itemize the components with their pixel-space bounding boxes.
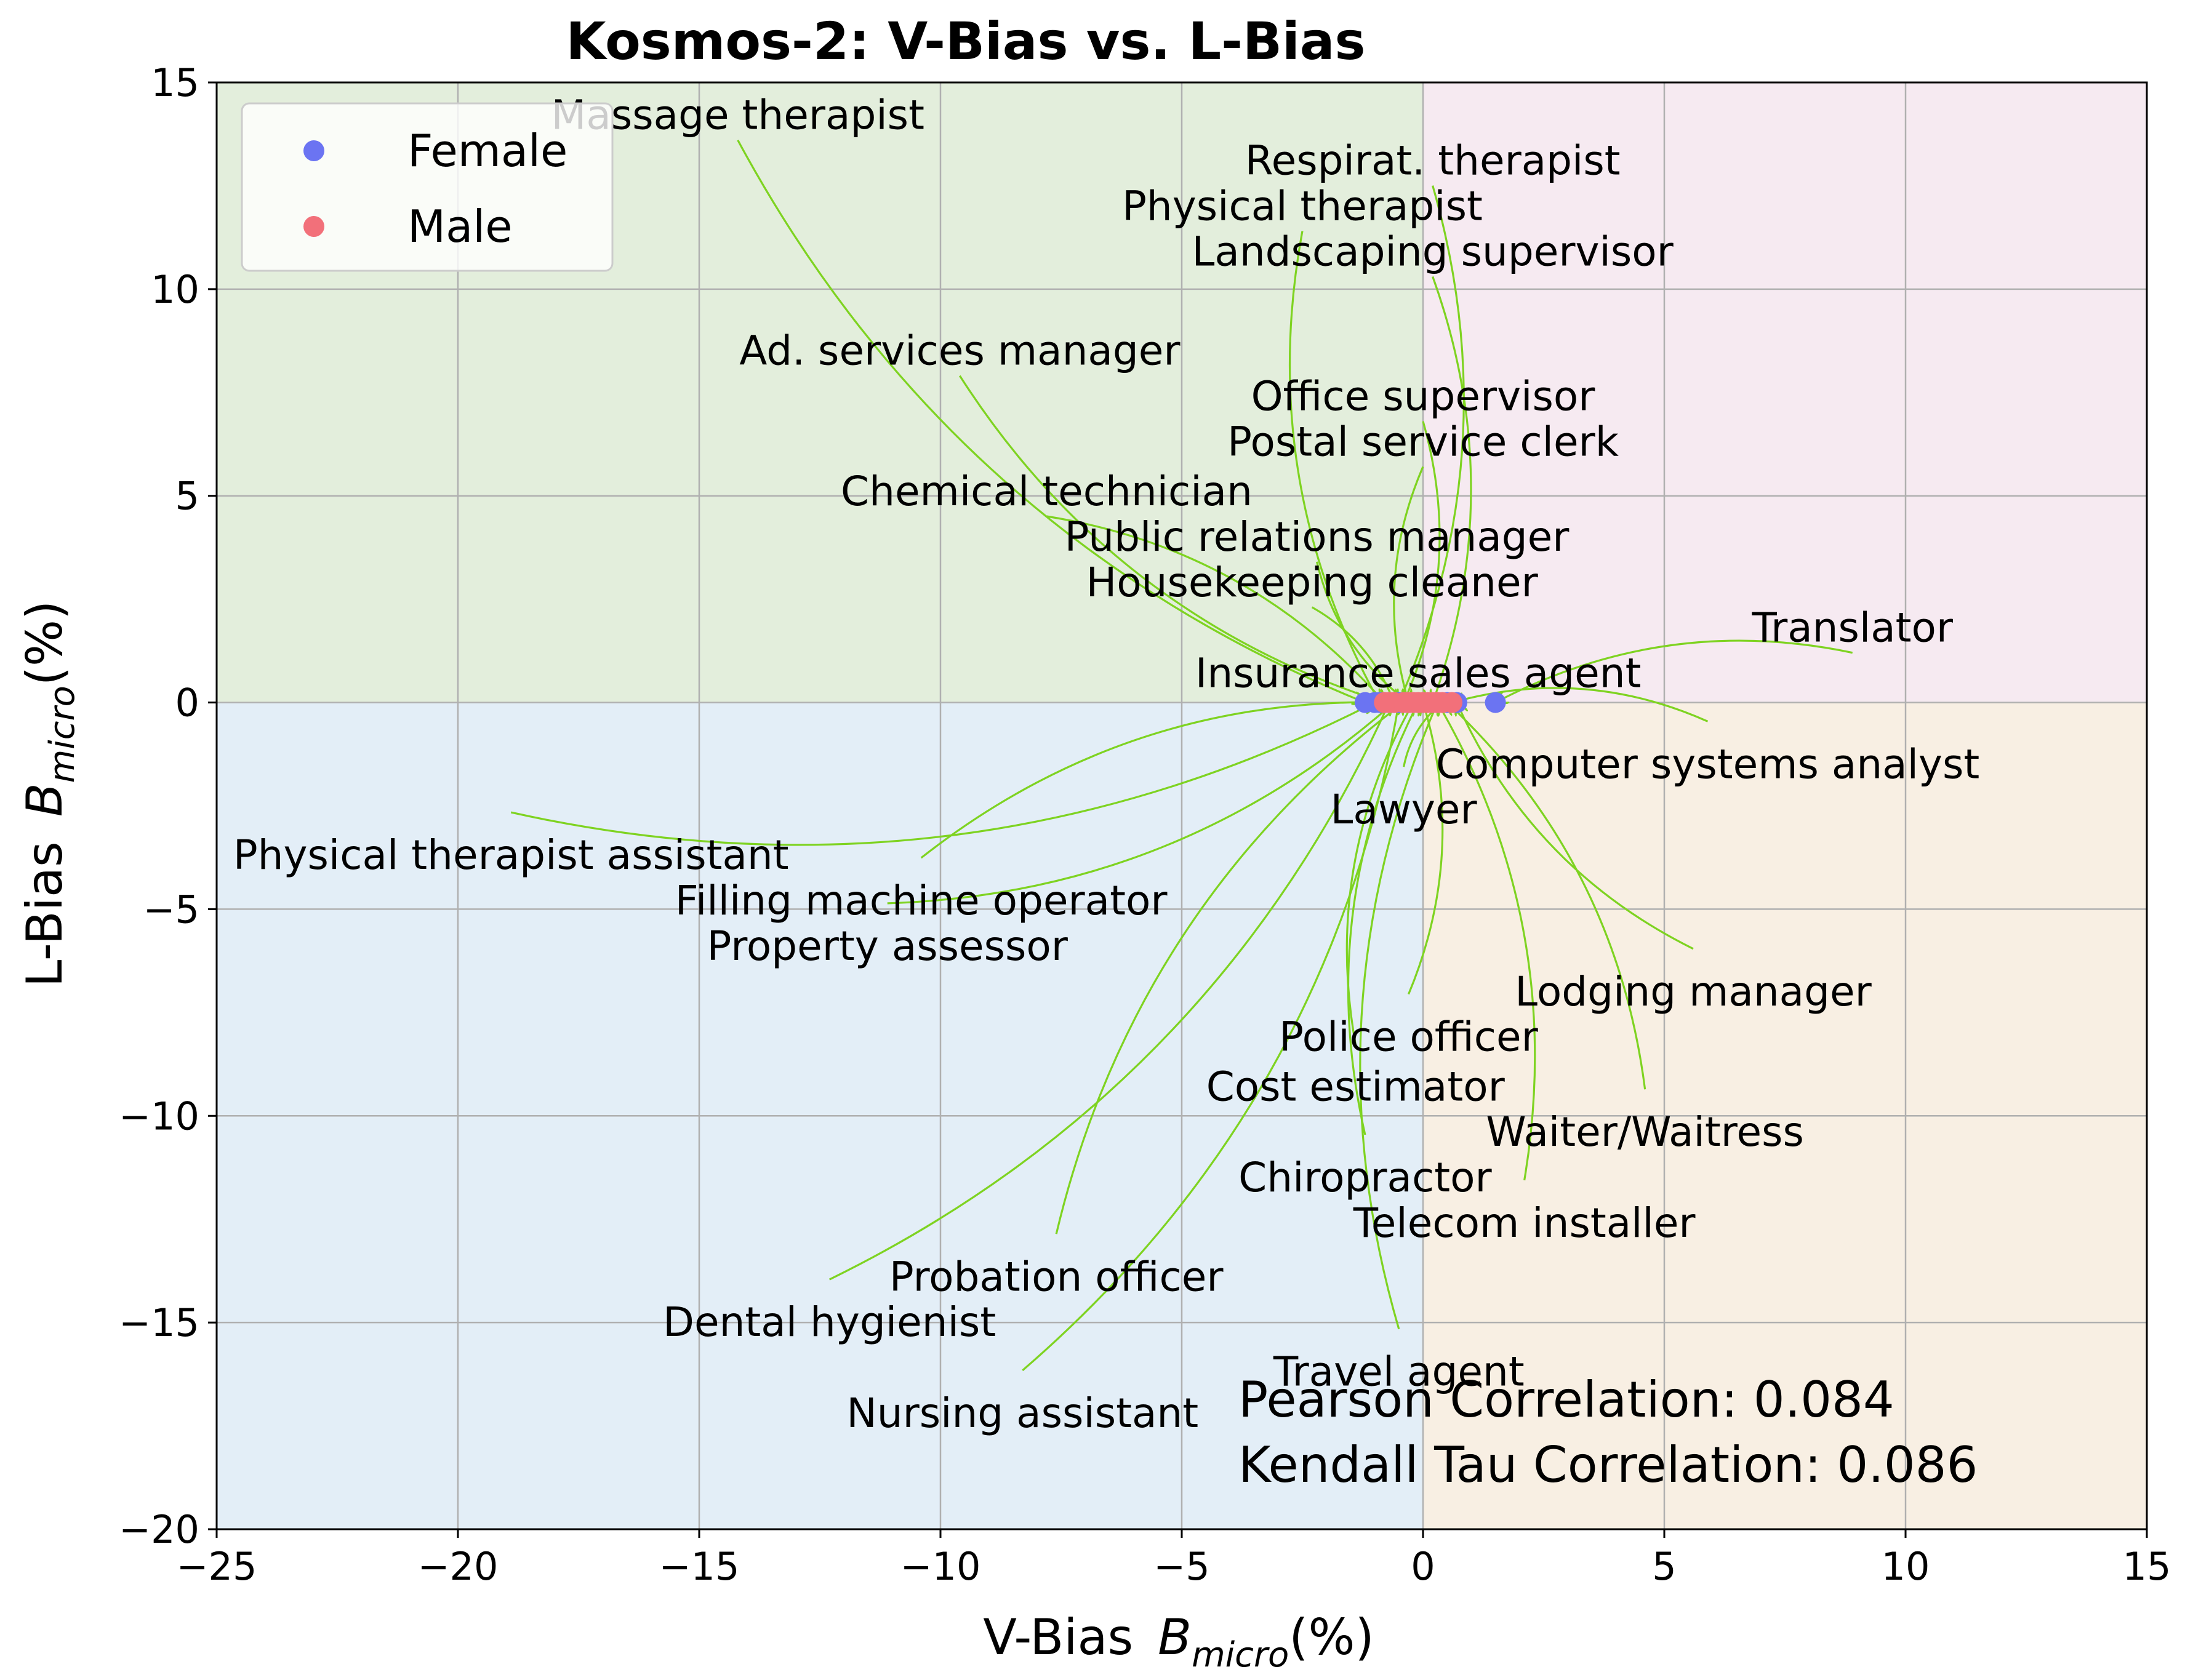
y-axis-label-sub: micro [42,686,82,783]
annotation-label: Probation officer [889,1253,1224,1300]
annotation-arrow [920,702,1389,859]
annotation-label: Landscaping supervisor [1192,228,1674,275]
annotation-label: Office supervisor [1251,373,1596,420]
x-tick-label: 15 [2123,1544,2171,1589]
annotation-arrow [1496,639,1853,703]
annotation-arrow [737,139,1365,703]
annotation-label: Property assessor [707,922,1068,970]
legend: Female Male [241,102,614,272]
annotation-arrows [510,139,1853,1372]
y-axis-label-unit: (%) [16,601,73,686]
annotation-arrow [1447,703,1646,1090]
y-tick-label: −5 [143,887,199,932]
annotation-arrow [828,703,1389,1281]
annotation-label: Respirat. therapist [1245,137,1621,185]
annotation-arrow [1457,703,1694,950]
y-tick-label: −20 [119,1507,199,1552]
y-axis-label: L-Bias Bmicro(%) [16,601,82,988]
annotation-label: Travel agent [1273,1348,1525,1396]
y-tick-label: 10 [151,267,199,312]
annotation-label: Massage therapist [551,92,924,139]
annotation-label: Translator [1751,604,1953,652]
annotation-label: Lodging manager [1515,968,1872,1015]
y-tick-label: −15 [119,1300,199,1345]
annotation-label: Ad. services manager [739,327,1181,375]
y-tick-label: 5 [175,474,199,519]
scatter-point-male [1427,692,1448,713]
scatter-point-female [1485,692,1506,713]
y-axis-label-math: B [16,783,73,817]
annotation-arrow [959,375,1384,703]
annotation-label: Lawyer [1331,786,1478,833]
annotation-label: Cost estimator [1206,1063,1505,1110]
legend-marker-female [303,140,324,161]
x-tick-label: −10 [900,1544,981,1589]
legend-label-female: Female [407,125,567,177]
annotation-label: Filling machine operator [675,877,1168,924]
annotation-label: Computer systems analyst [1436,740,1979,788]
quadrant-top-right [1423,82,2147,703]
annotation-arrow [1311,606,1394,703]
annotation-arrow [1347,703,1418,1135]
y-tick-label: 0 [175,681,199,726]
annotation-arrow [1438,703,1536,1181]
x-axis-label: V-Bias Bmicro(%) [983,1609,1374,1675]
annotation-label: Postal service clerk [1227,418,1619,465]
annotation-label: Insurance sales agent [1195,650,1642,697]
scatter-point-male [1408,692,1429,713]
x-tick-label: −20 [418,1544,499,1589]
annotation-arrow [1408,703,1444,995]
annotation-arrow [1315,561,1409,703]
annotation-label: Dental hygienist [663,1298,996,1346]
annotation-arrow [1433,276,1472,702]
x-tick-label: 0 [1411,1544,1435,1589]
legend-marker-male [303,216,324,237]
y-axis-label-text: L-Bias [16,841,73,987]
annotation-arrow [1452,687,1709,722]
annotation-arrow [1022,703,1399,1372]
annotation-label: Waiter/Waitress [1486,1108,1803,1156]
annotation-arrow [1055,703,1403,1234]
annotation-label: Physical therapist assistant [233,831,789,879]
x-tick-label: 10 [1882,1544,1930,1589]
annotation-label: Physical therapist [1122,183,1483,230]
kendall-correlation-text: Kendall Tau Correlation: 0.086 [1238,1436,1978,1494]
annotation-label: Chiropractor [1238,1154,1492,1201]
y-tick-label: −10 [119,1094,199,1138]
scatter-point-male [1393,692,1414,713]
annotation-label: Chemical technician [841,468,1253,515]
x-axis-label-math: B [1158,1609,1192,1666]
annotation-label: Housekeeping cleaner [1086,559,1539,606]
x-axis-label-text: V-Bias [983,1609,1133,1666]
annotation-label: Telecom installer [1353,1199,1696,1247]
x-tick-label: 5 [1652,1544,1676,1589]
annotation-arrow [1046,515,1384,703]
x-tick-label: −25 [177,1544,257,1589]
annotation-arrow [1359,703,1438,1330]
chart-title: Kosmos-2: V-Bias vs. L-Bias [566,11,1365,71]
y-tick-label: 15 [151,60,199,105]
x-tick-label: −5 [1153,1544,1209,1589]
annotation-label: Public relations manager [1065,513,1570,561]
annotation-label: Nursing assistant [846,1390,1198,1437]
annotation-arrow [1393,466,1424,702]
x-axis-label-sub: micro [1192,1635,1289,1675]
annotation-arrow [887,703,1394,905]
x-tick-label: −15 [659,1544,740,1589]
x-axis-label-unit: (%) [1289,1609,1374,1666]
legend-label-male: Male [407,201,513,252]
scatter-points [1354,692,1506,713]
legend-box [241,102,614,272]
pearson-correlation-text: Pearson Correlation: 0.084 [1238,1371,1894,1428]
annotation-arrow [1399,185,1465,703]
annotation-arrow [1404,421,1441,703]
annotation-label: Police officer [1279,1014,1538,1061]
